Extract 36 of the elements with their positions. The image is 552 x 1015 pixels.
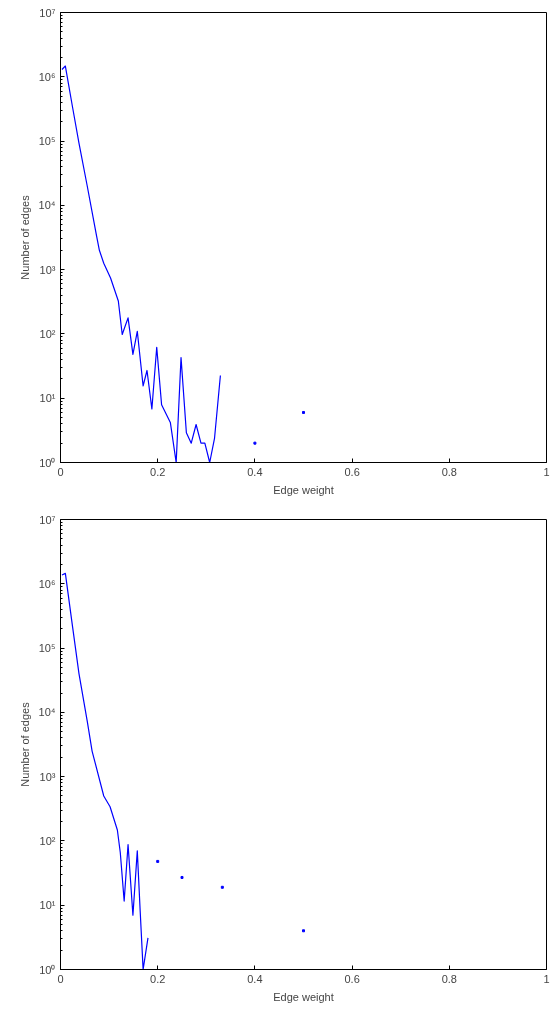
y-tick-label: 10⁵ xyxy=(38,642,56,655)
point xyxy=(302,929,305,933)
y-tick-label: 10³ xyxy=(39,770,56,783)
y-tick-label: 10⁵ xyxy=(38,135,56,148)
y-tick-label: 10⁷ xyxy=(39,6,56,19)
y-tick-label: 10⁰ xyxy=(39,963,56,976)
x-tick-label: 0.8 xyxy=(441,972,457,985)
x-tick-label: 0 xyxy=(57,465,64,478)
y-tick-label: 10⁴ xyxy=(38,706,56,719)
x-tick-label: 0.2 xyxy=(150,972,166,985)
y-tick-label: 10³ xyxy=(39,263,56,276)
x-tick-label: 0 xyxy=(57,972,64,985)
y-tick-label: 10¹ xyxy=(39,899,56,912)
x-tick-label: 0.4 xyxy=(247,465,263,478)
x-tick-label: 0.8 xyxy=(441,465,457,478)
point xyxy=(156,859,160,863)
y-tick-label: 10¹ xyxy=(39,392,56,405)
x-tick-label: 1 xyxy=(543,972,550,985)
y-tick-label: 10⁴ xyxy=(38,199,56,212)
y-axis-title: Number of edges xyxy=(18,194,31,280)
x-tick-label: 0.6 xyxy=(344,465,360,478)
x-tick-label: 0.2 xyxy=(150,465,166,478)
y-tick-label: 10⁷ xyxy=(39,513,56,526)
y-tick-label: 10⁶ xyxy=(38,577,56,590)
y-tick-label: 10² xyxy=(39,834,56,847)
y-tick-label: 10⁰ xyxy=(39,456,56,469)
y-axis-title: Number of edges xyxy=(18,701,31,787)
x-axis-title: Edge weight xyxy=(273,483,334,496)
x-tick-label: 0.6 xyxy=(344,972,360,985)
x-axis-title: Edge weight xyxy=(273,990,334,1003)
point xyxy=(220,885,224,889)
y-tick-label: 10² xyxy=(39,327,56,340)
point xyxy=(180,875,184,879)
y-tick-label: 10⁶ xyxy=(38,70,56,83)
x-tick-label: 0.4 xyxy=(247,972,263,985)
x-tick-label: 1 xyxy=(543,465,550,478)
